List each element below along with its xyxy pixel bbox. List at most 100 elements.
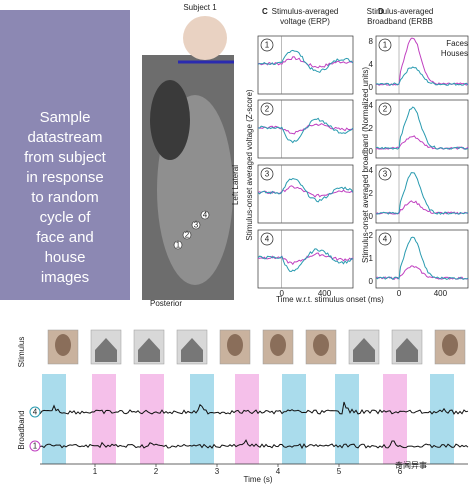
row-number: 4: [265, 235, 270, 244]
trace-faces: [257, 177, 354, 203]
x-axis-label: Time w.r.t. stimulus onset (ms): [276, 295, 384, 304]
legend-entry: Faces: [446, 39, 468, 48]
stimulus-band: [42, 374, 66, 464]
subpanel-frame: [257, 164, 354, 224]
broadband-trace: [39, 439, 469, 450]
subpanel-frame: [375, 35, 469, 95]
y-tick-label: 2: [369, 124, 374, 133]
stimulus-band: [235, 374, 259, 464]
row-badge: [378, 232, 392, 246]
panel-c-letter: C: [262, 7, 268, 16]
stimulus-band: [92, 374, 116, 464]
time-tick-label: 3: [215, 467, 220, 476]
caption-line: Sample: [40, 109, 91, 126]
caption-line: from subject: [24, 149, 107, 166]
channel-badge: [29, 440, 41, 452]
legend-entry: Houses: [441, 49, 468, 58]
time-tick-label: 4: [276, 467, 281, 476]
trace-faces: [257, 248, 354, 273]
stimulus-label: Stimulus: [17, 337, 26, 368]
channel-badge: [29, 406, 41, 418]
y-tick-label: 8: [369, 37, 374, 46]
face-icon: [270, 334, 286, 356]
panel-title: Broadband (ERBB: [367, 17, 433, 26]
time-tick-label: 2: [154, 467, 159, 476]
house-icon: [353, 338, 375, 362]
subpanel-frame: [375, 99, 469, 159]
row-badge: [260, 38, 274, 52]
caption-line: cycle of: [40, 209, 92, 226]
stimulus-band: [383, 374, 407, 464]
y-tick-label: 0: [369, 147, 374, 156]
channel-number: 1: [33, 442, 38, 451]
caption-box: [0, 10, 130, 300]
stimulus-band: [430, 374, 454, 464]
y-tick-label: 0: [369, 212, 374, 221]
row-badge: [260, 102, 274, 116]
time-tick-label: 6: [398, 467, 403, 476]
row-badge: [378, 102, 392, 116]
caption-line: datastream: [27, 129, 102, 146]
electrode: [200, 210, 210, 220]
row-number: 3: [265, 170, 270, 179]
y-tick-label: 0: [369, 277, 374, 286]
caption-line: in response: [26, 169, 104, 186]
broadband-label: Broadband: [17, 410, 26, 449]
posterior-label: Posterior: [150, 299, 182, 308]
panel-title: Stimulus-averaged: [272, 7, 339, 16]
x-tick-label: 400: [434, 289, 448, 298]
trace-houses: [258, 252, 354, 266]
face-icon: [442, 334, 458, 356]
row-number: 2: [383, 105, 388, 114]
row-badge: [260, 167, 274, 181]
caption-line: to random: [31, 189, 99, 206]
panel-d-letter: D: [378, 7, 384, 16]
panel-title: voltage (ERP): [280, 17, 330, 26]
trace-houses: [375, 265, 469, 280]
stimulus-band: [282, 374, 306, 464]
row-number: 1: [265, 41, 270, 50]
face-icon: [55, 334, 71, 356]
subpanel-frame: [375, 164, 469, 224]
house-icon: [138, 338, 160, 362]
panel-title: Stimulus-averaged: [367, 7, 434, 16]
stimulus-band: [190, 374, 214, 464]
stimulus-band: [140, 374, 164, 464]
head-model: [183, 16, 227, 60]
lateral-label: Left Lateral: [231, 165, 240, 205]
subject-label: Subject 1: [183, 3, 217, 12]
caption-line: house: [45, 249, 86, 266]
caption-line: images: [41, 269, 89, 286]
y-tick-label: 1: [369, 254, 374, 263]
house-icon: [95, 338, 117, 362]
subpanel-frame: [375, 229, 469, 289]
electrode: [191, 220, 201, 230]
house-icon: [181, 338, 203, 362]
face-icon: [227, 334, 243, 356]
electrode-label: 3: [194, 221, 199, 230]
row-number: 2: [265, 105, 270, 114]
trace-faces: [375, 106, 469, 150]
y-tick-label: 4: [369, 60, 374, 69]
row-number: 3: [383, 170, 388, 179]
row-badge: [260, 232, 274, 246]
caption-line: face and: [36, 229, 94, 246]
row-badge: [378, 167, 392, 181]
stimulus-band: [335, 374, 359, 464]
house-icon: [396, 338, 418, 362]
electrode-label: 4: [203, 211, 208, 220]
electrode-label: 2: [185, 231, 190, 240]
row-badge: [378, 38, 392, 52]
y-axis-label: Stimulus-onset averaged broadband (Norma…: [361, 67, 370, 263]
face-icon: [313, 334, 329, 356]
brain-dark: [150, 80, 190, 160]
y-tick-label: 2: [369, 189, 374, 198]
row-number: 4: [383, 235, 388, 244]
time-label: Time (s): [243, 475, 272, 484]
channel-number: 4: [33, 408, 38, 417]
row-number: 1: [383, 41, 388, 50]
time-tick-label: 5: [337, 467, 342, 476]
trace-faces: [375, 172, 469, 215]
trace-faces: [375, 236, 469, 281]
